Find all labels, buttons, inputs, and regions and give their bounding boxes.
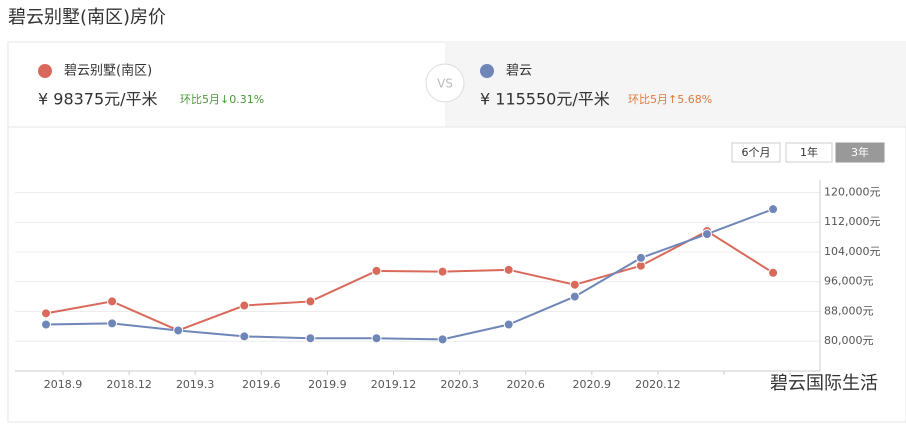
y-tick-label: 96,000元 — [824, 275, 874, 288]
x-tick-label: 2019.9 — [308, 378, 347, 391]
point — [371, 333, 382, 344]
x-tick-label: 2019.6 — [242, 378, 281, 391]
point — [768, 267, 779, 278]
point — [503, 319, 514, 330]
range-label[interactable]: 1年 — [800, 145, 818, 159]
range-label[interactable]: 6个月 — [742, 146, 771, 159]
y-tick-label: 80,000元 — [824, 334, 874, 347]
point — [503, 264, 514, 275]
point — [437, 266, 448, 277]
point — [702, 229, 712, 240]
card-right-bg — [445, 42, 906, 127]
vs-text: VS — [437, 77, 453, 91]
series-line — [45, 208, 774, 341]
point — [107, 318, 118, 329]
vs-badge — [425, 63, 465, 103]
x-tick-label: 2020.6 — [506, 378, 545, 391]
range-button[interactable] — [785, 142, 833, 163]
point — [173, 325, 184, 336]
point — [41, 308, 51, 319]
point — [305, 296, 316, 307]
y-tick-label: 120,000元 — [824, 185, 881, 198]
watermark: 碧云国际生活 — [770, 373, 878, 394]
y-tick-label: 112,000元 — [824, 215, 881, 228]
x-tick-label: 2020.9 — [573, 378, 612, 391]
x-tick-label: 2020.12 — [635, 378, 681, 391]
change: 环比5月↑5.68% — [628, 93, 712, 106]
point — [371, 265, 382, 276]
legend-label: 碧云 — [506, 64, 532, 79]
y-tick-label: 88,000元 — [824, 304, 874, 317]
point — [569, 279, 580, 290]
point — [239, 331, 250, 342]
point — [305, 333, 316, 344]
x-tick-label: 2019.12 — [371, 378, 417, 391]
range-button[interactable] — [731, 142, 781, 163]
point — [437, 334, 448, 345]
change: 环比5月↓0.31% — [180, 93, 264, 106]
range-button-active[interactable] — [835, 142, 885, 163]
point — [239, 300, 250, 311]
price: ¥ 115550元/平米 — [480, 90, 610, 109]
plot: 80,000元 88,000元 96,000元 104,000元 112,000元 120… — [15, 180, 881, 391]
point — [635, 252, 646, 263]
price: ¥ 98375元/平米 — [38, 90, 158, 109]
x-tick-label: 2018.12 — [106, 378, 152, 391]
point — [41, 319, 51, 330]
point — [569, 291, 580, 302]
x-tick-label: 2020.3 — [440, 378, 479, 391]
y-tick-label: 104,000元 — [824, 245, 881, 258]
x-tick-label: 2018.9 — [44, 378, 83, 391]
point — [107, 296, 118, 307]
point — [768, 204, 779, 215]
legend-dot — [38, 64, 52, 78]
legend-dot — [480, 64, 494, 78]
legend-label: 碧云别墅(南区) — [64, 63, 152, 79]
x-tick-label: 2019.3 — [176, 378, 215, 391]
range-label[interactable]: 3年 — [851, 145, 869, 159]
page-title: 碧云别墅(南区)房价 — [8, 7, 166, 28]
series-line — [45, 229, 774, 332]
